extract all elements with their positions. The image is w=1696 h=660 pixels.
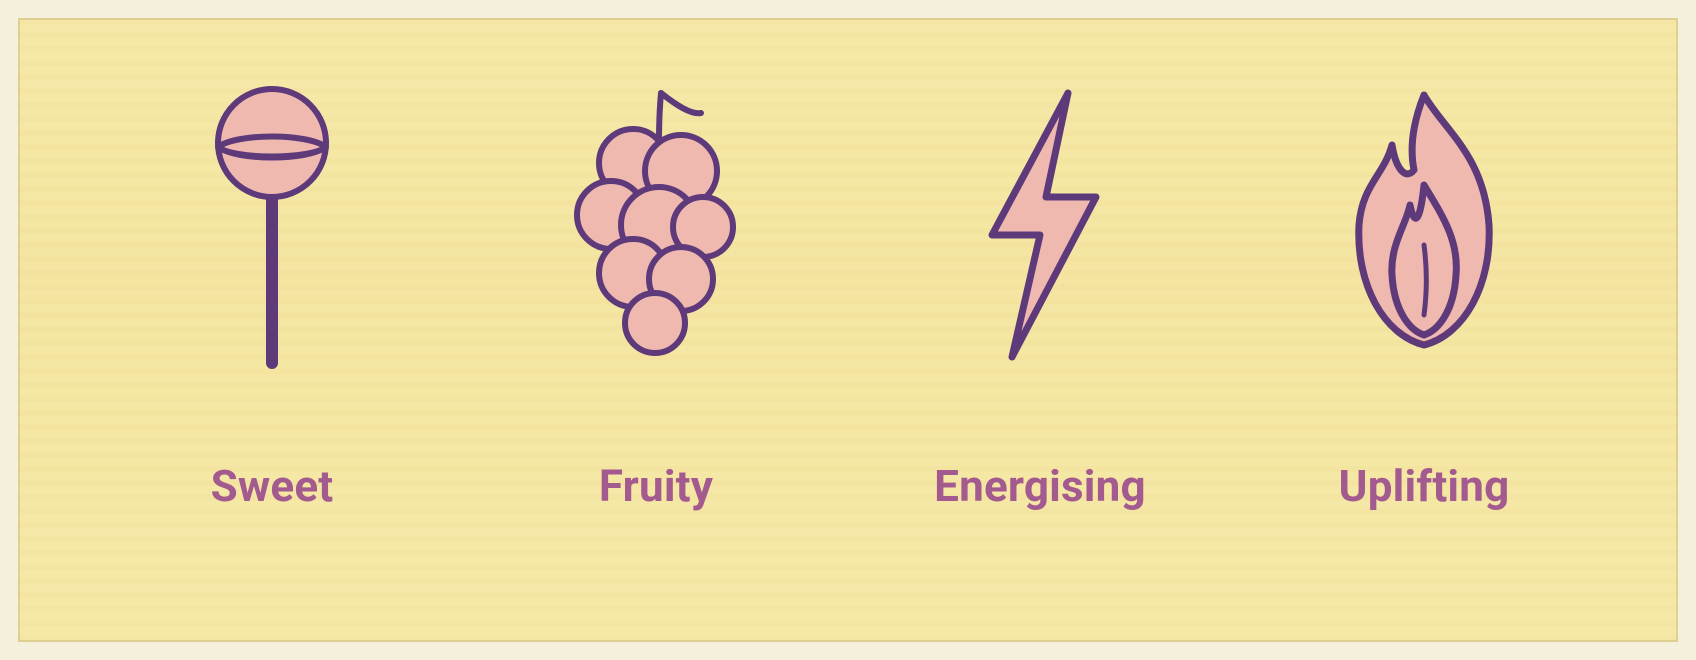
attribute-label: Uplifting: [1339, 460, 1510, 512]
attribute-label: Energising: [934, 460, 1146, 512]
attribute-uplifting: Uplifting: [1232, 60, 1616, 610]
attribute-sweet: Sweet: [80, 60, 464, 610]
attribute-label: Sweet: [211, 460, 334, 512]
lightning-icon: [940, 60, 1140, 390]
infographic-card: Sweet: [0, 0, 1696, 660]
grapes-icon: [541, 60, 771, 390]
attribute-label: Fruity: [599, 460, 713, 512]
lollipop-icon: [187, 60, 357, 390]
flame-icon: [1314, 60, 1534, 390]
attribute-fruity: Fruity: [464, 60, 848, 610]
infographic-inner: Sweet: [18, 18, 1678, 642]
attribute-energising: Energising: [848, 60, 1232, 610]
